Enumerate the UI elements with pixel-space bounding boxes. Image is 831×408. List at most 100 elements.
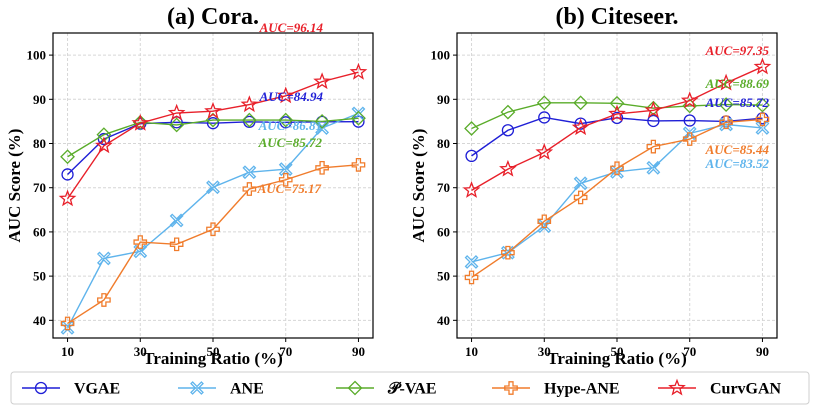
data-point-p-vae — [314, 113, 330, 129]
series-hype-ane — [464, 112, 770, 285]
data-point-vgae — [97, 132, 111, 146]
x-tick-label: 70 — [279, 344, 292, 359]
data-point-curvgan — [95, 136, 113, 154]
auc-annotation-hype-ane: AUC=75.17 — [257, 181, 322, 196]
series-curvgan — [58, 62, 368, 207]
auc-annotation-ane: AUC=86.81 — [258, 118, 322, 133]
data-point-hype-ane — [537, 214, 552, 229]
chart-cora: (a) Cora. 40 50 60 70 80 90 100 10 30 50 70 90 Traini… — [5, 4, 374, 368]
data-point-vgae — [206, 117, 220, 130]
series-line-hype-ane — [471, 118, 763, 279]
series-line-hype-ane — [67, 164, 359, 324]
y-tick-label: 40 — [437, 313, 450, 328]
y-tick-label: 80 — [437, 136, 450, 151]
x-tick-label: 50 — [611, 344, 624, 359]
chart-citeseer: (b) Citeseer. 40 50 60 70 80 90 100 10 30 50 70 90 Tr… — [409, 4, 778, 368]
data-point-hype-ane — [169, 237, 184, 252]
data-point-hype-ane — [97, 293, 111, 307]
series-line-vgae — [471, 116, 763, 157]
auc-annotation-p-vae: AUC=88.69 — [705, 76, 770, 91]
x-tick-label: 10 — [61, 344, 74, 359]
legend-frame — [10, 371, 810, 405]
legend-marker-vgae — [34, 381, 48, 395]
data-point-ane — [278, 162, 293, 177]
x-axis-label: Training Ratio (%) — [143, 349, 282, 368]
auc-annotation-vgae: AUC=84.94 — [259, 89, 324, 104]
legend-marker-hype-ane — [504, 381, 518, 395]
y-tick-label: 100 — [27, 48, 47, 63]
x-tick-label: 90 — [352, 344, 365, 359]
data-point-curvgan — [276, 86, 295, 104]
data-point-vgae — [465, 149, 478, 163]
data-point-ane — [169, 213, 184, 228]
data-point-curvgan — [535, 143, 554, 160]
data-point-p-vae — [682, 98, 698, 114]
y-tick-label: 100 — [431, 48, 451, 63]
data-point-curvgan — [753, 57, 772, 75]
series-curvgan — [462, 57, 772, 198]
data-point-p-vae — [464, 121, 479, 136]
data-point-hype-ane — [464, 270, 479, 285]
data-point-curvgan — [644, 101, 663, 118]
data-point-curvgan — [571, 118, 590, 136]
legend-marker-p-vae — [347, 380, 363, 396]
legend-item-curvgan: CurvGAN — [658, 378, 782, 398]
data-point-ane — [133, 244, 148, 259]
data-point-hype-ane — [60, 316, 75, 331]
data-point-curvgan — [349, 62, 368, 80]
data-point-p-vae — [573, 95, 589, 111]
data-point-ane — [206, 180, 220, 195]
data-point-hype-ane — [351, 158, 366, 172]
data-point-vgae — [538, 111, 551, 124]
data-point-curvgan — [608, 104, 626, 122]
y-tick-label: 70 — [33, 180, 46, 195]
data-point-curvgan — [204, 101, 222, 119]
auc-annotation-curvgan: AUC=96.14 — [259, 20, 324, 35]
data-point-curvgan — [240, 95, 259, 113]
y-tick-label: 50 — [33, 269, 46, 284]
data-point-ane — [315, 121, 330, 135]
data-point-hype-ane — [682, 132, 697, 146]
data-point-p-vae — [755, 97, 770, 113]
data-point-p-vae — [609, 95, 625, 111]
x-axis-label: Training Ratio (%) — [547, 349, 686, 368]
series-line-p-vae — [471, 102, 763, 130]
data-point-hype-ane — [278, 172, 293, 187]
chart-title: (b) Citeseer. — [555, 4, 678, 30]
x-tick-label: 50 — [207, 344, 220, 359]
data-point-p-vae — [351, 110, 366, 126]
data-point-vgae — [501, 124, 515, 137]
data-point-vgae — [61, 168, 74, 181]
y-tick-label: 90 — [437, 92, 450, 107]
data-point-hype-ane — [315, 160, 329, 175]
y-tick-label: 50 — [437, 269, 450, 284]
data-point-hype-ane — [610, 161, 624, 176]
data-point-p-vae — [500, 104, 516, 120]
legend-marker-ane — [190, 381, 204, 395]
series-line-curvgan — [66, 71, 359, 200]
legend-item-p-vae: 𝒫-VAE — [336, 381, 437, 398]
data-point-vgae — [610, 111, 624, 125]
data-point-ane — [500, 245, 515, 260]
series-line-curvgan — [471, 66, 763, 191]
y-tick-label: 60 — [437, 224, 450, 239]
data-point-hype-ane — [719, 115, 733, 130]
series-vgae — [465, 111, 769, 163]
data-point-p-vae — [718, 97, 734, 113]
data-point-p-vae — [536, 95, 552, 111]
data-point-p-vae — [278, 112, 294, 128]
data-point-ane — [464, 255, 479, 269]
data-point-curvgan — [499, 159, 517, 177]
legend-label: VGAE — [74, 381, 120, 398]
series-hype-ane — [60, 158, 366, 331]
data-point-hype-ane — [133, 235, 148, 249]
y-tick-label: 60 — [33, 224, 46, 239]
data-point-vgae — [352, 115, 365, 128]
x-tick-label: 70 — [683, 344, 696, 359]
legend-item-ane: ANE — [178, 381, 264, 398]
x-tick-label: 30 — [134, 344, 147, 359]
series-line-p-vae — [67, 117, 359, 158]
data-point-p-vae — [96, 127, 112, 143]
data-point-p-vae — [241, 112, 257, 128]
